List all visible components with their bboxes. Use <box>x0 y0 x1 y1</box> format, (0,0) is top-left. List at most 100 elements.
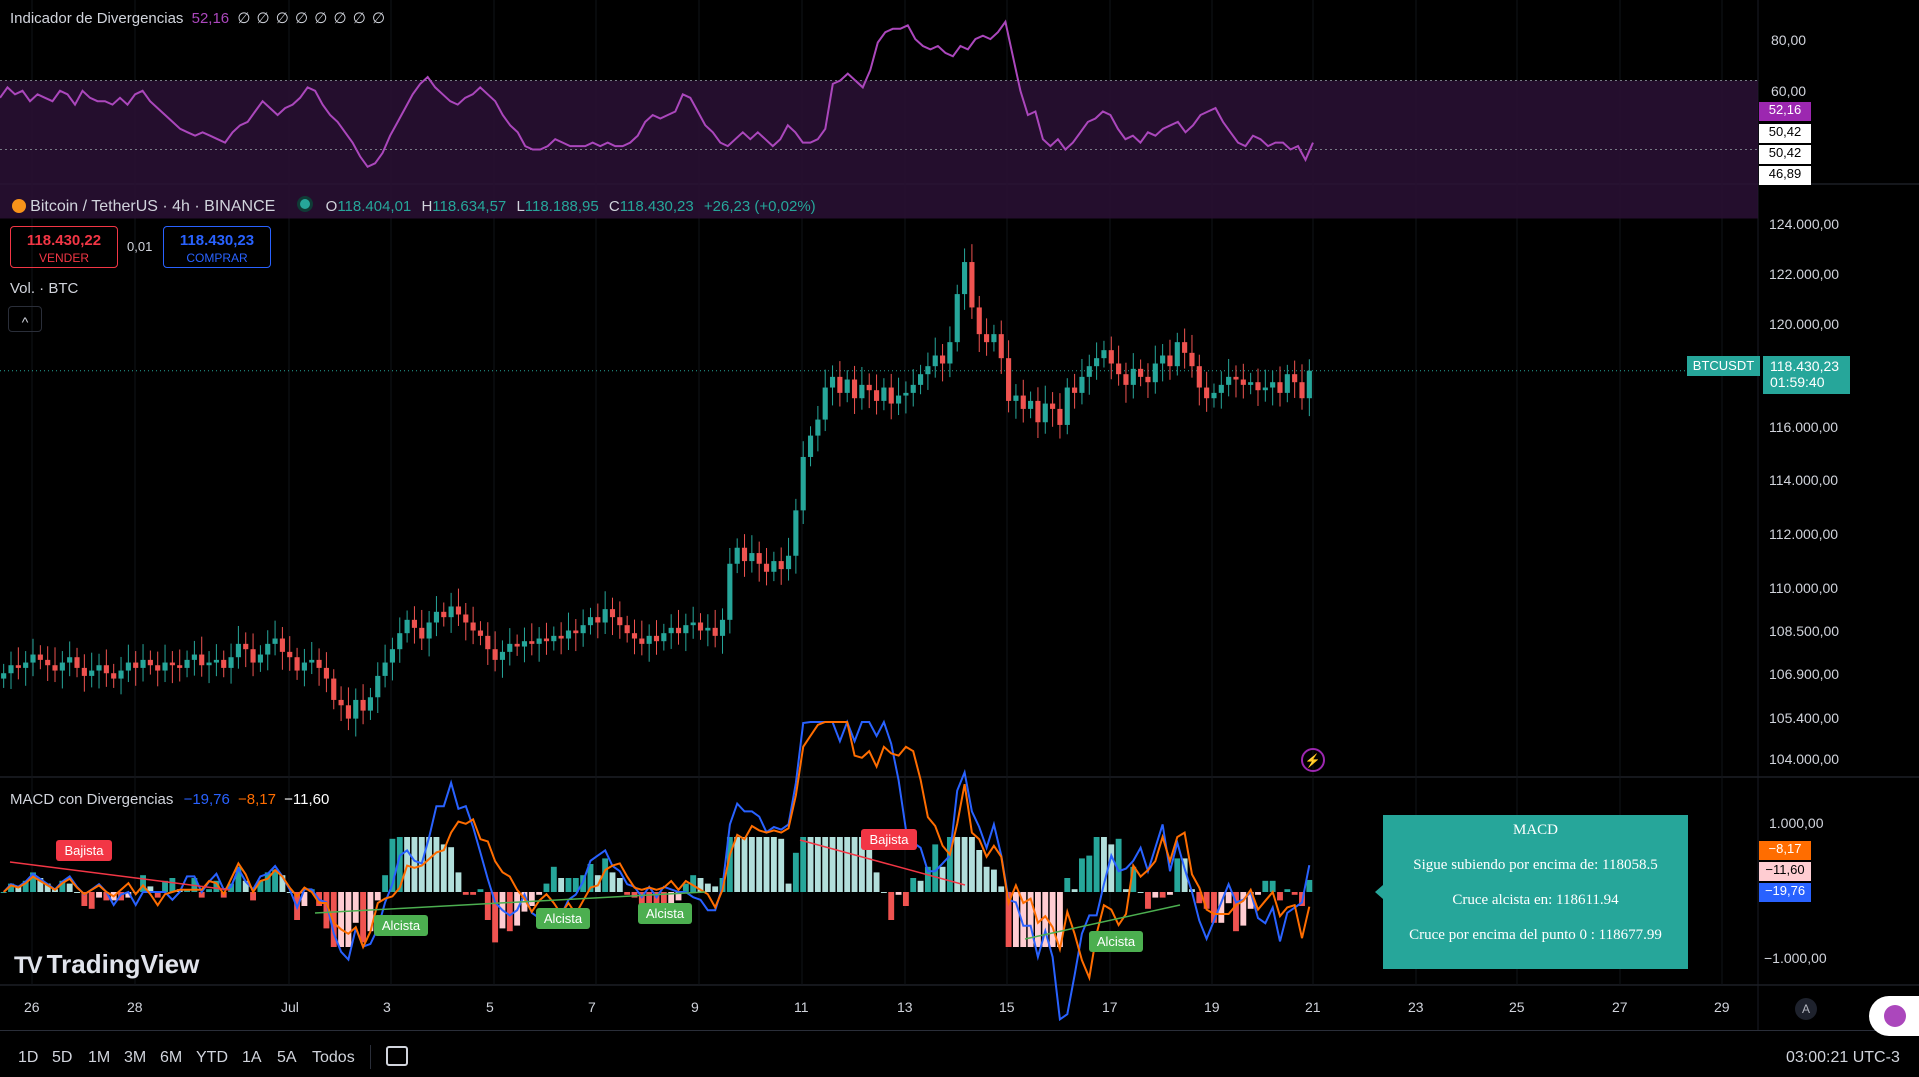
macd-histogram-bar <box>470 892 477 895</box>
macd-histogram-bar <box>1093 837 1100 892</box>
macd-legend[interactable]: MACD con Divergencias −19,76 −8,17 −11,6… <box>10 791 329 808</box>
macd-histogram-bar <box>1123 889 1129 892</box>
rsi-level-tag: 50,42 <box>1759 145 1811 164</box>
candle <box>1189 352 1195 367</box>
candle <box>1006 358 1012 401</box>
timeframe-1a-button[interactable]: 1A <box>242 1049 262 1066</box>
candle <box>631 633 638 639</box>
macd-histogram-bar <box>440 844 447 892</box>
macd-histogram-value: −11,60 <box>284 791 330 808</box>
timeframe-all-button[interactable]: Todos <box>312 1049 355 1066</box>
auto-scale-button[interactable]: A <box>1795 998 1817 1020</box>
candle <box>1248 382 1254 385</box>
macd-signal-value: −8,17 <box>238 791 276 808</box>
rsi-title: Indicador de Divergencias <box>10 10 184 27</box>
candle <box>169 662 175 666</box>
price-axis-label: 105.400,00 <box>1769 710 1840 726</box>
timeframe-1m-button[interactable]: 1M <box>88 1049 111 1066</box>
candle <box>118 670 124 679</box>
macd-histogram-bar <box>44 883 51 892</box>
candle <box>140 659 146 668</box>
macd-histogram-bar <box>147 886 154 892</box>
volume-legend[interactable]: Vol. · BTC <box>10 280 79 297</box>
candle <box>184 659 190 668</box>
assistant-button[interactable] <box>1869 996 1919 1036</box>
collapse-legend-button[interactable]: ^ <box>8 306 42 332</box>
macd-histogram-bar <box>550 866 557 892</box>
timeframe-3m-button[interactable]: 3M <box>124 1049 147 1066</box>
macd-histogram-bar <box>272 869 279 892</box>
macd-histogram-bar <box>734 837 741 892</box>
bearish-divergence-line <box>9 861 231 891</box>
macd-histogram-bar <box>345 892 352 947</box>
timeframe-1d-button[interactable]: 1D <box>18 1049 39 1066</box>
time-axis-label: 17 <box>1102 999 1118 1015</box>
time-axis-label: Jul <box>281 999 299 1015</box>
sell-label: VENDER <box>38 251 89 265</box>
price-axis-label: 112.000,00 <box>1769 526 1839 542</box>
candle <box>521 641 528 647</box>
lightning-alert-icon[interactable]: ⚡ <box>1301 748 1325 772</box>
buy-button[interactable]: 118.430,23 COMPRAR <box>163 226 271 268</box>
candle <box>866 384 872 391</box>
brain-icon <box>1884 1005 1906 1027</box>
close-value: 118.430,23 <box>619 198 694 215</box>
candle <box>602 609 608 623</box>
macd-histogram-bar <box>800 837 807 892</box>
timeframe-6m-button[interactable]: 6M <box>160 1049 183 1066</box>
macd-histogram-bar <box>506 892 513 932</box>
macd-histogram-bar <box>352 892 359 923</box>
macd-histogram-bar <box>1108 844 1115 892</box>
macd-histogram-bar <box>668 892 675 904</box>
macd-histogram-bar <box>756 837 763 892</box>
macd-histogram-bar <box>1049 892 1056 947</box>
macd-histogram-bar <box>631 892 638 898</box>
timeframe-5a-button[interactable]: 5A <box>277 1049 297 1066</box>
timeframe-5d-button[interactable]: 5D <box>52 1049 73 1066</box>
macd-histogram-bar <box>433 837 440 892</box>
go-to-date-calendar-icon[interactable] <box>386 1046 408 1066</box>
symbol-legend[interactable]: Bitcoin / TetherUS · 4h · BINANCE O118.4… <box>12 196 816 216</box>
macd-histogram-bar <box>1255 892 1261 895</box>
candle <box>353 699 359 719</box>
macd-histogram-bar <box>646 892 653 912</box>
macd-histogram-bar <box>1064 878 1071 892</box>
candle <box>301 662 307 671</box>
candle <box>499 651 506 660</box>
macd-histogram-bar <box>426 837 433 892</box>
candle <box>888 387 894 404</box>
candle <box>962 262 968 295</box>
macd-histogram-bar <box>697 878 704 892</box>
chart-canvas[interactable] <box>0 0 1919 1030</box>
macd-histogram-bar <box>242 880 249 892</box>
macd-histogram-bar <box>536 892 543 895</box>
timeframe-ytd-button[interactable]: YTD <box>196 1049 228 1066</box>
candle <box>507 643 513 652</box>
time-axis-label: 9 <box>691 999 699 1015</box>
macd-histogram-bar <box>301 892 308 906</box>
macd-histogram-bar <box>213 880 220 892</box>
macd-tooltip: MACD Sigue subiendo por encima de: 11805… <box>1383 815 1688 969</box>
macd-histogram-bar <box>22 880 29 892</box>
macd-histogram-bar <box>704 883 711 892</box>
macd-histogram-bar <box>682 883 689 892</box>
rsi-indicator-legend[interactable]: Indicador de Divergencias 52,16 ∅ ∅ ∅ ∅ … <box>10 9 386 27</box>
candle <box>756 553 762 564</box>
candle <box>1123 374 1129 385</box>
macd-histogram-bar <box>96 892 102 898</box>
sell-button[interactable]: 118.430,22 VENDER <box>10 226 118 268</box>
candle <box>565 630 572 639</box>
candle <box>81 667 87 676</box>
macd-histogram-bar <box>1145 892 1151 909</box>
timezone-clock[interactable]: 03:00:21 UTC-3 <box>1786 1049 1900 1066</box>
symbol-name: Bitcoin / TetherUS · 4h · BINANCE <box>30 198 276 215</box>
macd-histogram-bar <box>917 880 924 892</box>
candle <box>191 654 197 660</box>
candle <box>947 342 953 364</box>
candle <box>1020 395 1026 409</box>
low-label: L <box>516 198 525 215</box>
macd-histogram-bar <box>1167 892 1173 895</box>
macd-histogram-bar <box>866 844 873 892</box>
candle <box>37 654 43 660</box>
macd-histogram-bar <box>323 892 330 929</box>
